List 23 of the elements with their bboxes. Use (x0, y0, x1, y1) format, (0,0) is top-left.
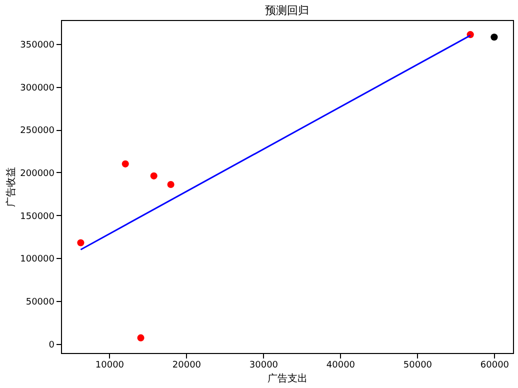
y-tick-label: 150000 (20, 212, 55, 222)
point (122, 160, 129, 168)
y-axis-title: 广告收益 (5, 167, 18, 207)
point (490, 34, 498, 41)
y-tick-label: 50000 (26, 298, 55, 308)
y-tick-label: 200000 (20, 168, 55, 179)
y-tick-label: 250000 (20, 126, 55, 136)
x-tick-label: 60000 (480, 360, 510, 370)
x-tick-label: 20000 (172, 360, 202, 370)
x-tick-label: 50000 (403, 360, 432, 370)
point (150, 172, 158, 180)
chart-title: 预测回归 (265, 4, 309, 17)
x-axis-title: 广告支出 (268, 372, 308, 384)
y-tick-label: 350000 (20, 40, 55, 50)
y-tick-label: 0 (48, 340, 55, 350)
x-tick-label: 40000 (326, 360, 356, 370)
point (167, 180, 174, 188)
point (137, 334, 144, 342)
x-tick-label: 30000 (249, 360, 278, 370)
y-tick-label: 300000 (20, 83, 55, 94)
y-tick-label: 100000 (20, 254, 55, 265)
x-tick-label: 10000 (95, 360, 124, 370)
point (77, 239, 84, 246)
